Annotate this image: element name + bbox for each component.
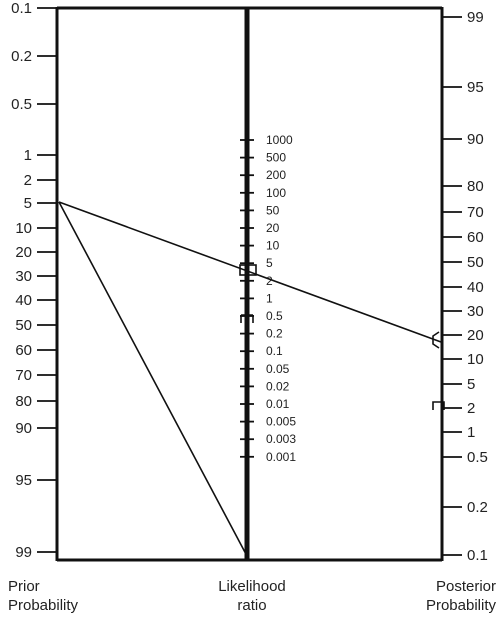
prior-tick-label: 2	[24, 172, 32, 189]
posterior-probability-title: Posterior Probability	[392, 577, 496, 615]
likelihood-tick-label: 0.5	[266, 309, 283, 323]
posterior-scale: 99 95 90 80 70 60 50 40 30 20 10 5 2 1 0.5 0.2 0.1	[442, 9, 488, 564]
likelihood-tick-label: 100	[266, 186, 286, 200]
prior-tick-label: 80	[15, 393, 32, 410]
marker-square-lr-5	[239, 264, 257, 276]
likelihood-tick-label: 1	[266, 291, 273, 305]
posterior-tick-label: 2	[467, 400, 475, 417]
posterior-tick-label: 99	[467, 9, 484, 26]
prior-tick-label: 0.1	[11, 0, 32, 17]
prior-tick-label: 70	[15, 367, 32, 384]
posterior-tick-label: 60	[467, 229, 484, 246]
prior-title-line2: Probability	[8, 597, 79, 614]
posterior-tick-label: 90	[467, 131, 484, 148]
likelihood-tick-label: 0.01	[266, 397, 290, 411]
likelihood-tick-label: 20	[266, 221, 280, 235]
prior-tick-label: 20	[15, 244, 32, 261]
posterior-tick-label: 1	[467, 424, 475, 441]
prior-tick-label: 50	[15, 317, 32, 334]
prior-tick-label: 1	[24, 147, 32, 164]
prior-probability-title: Prior Probability	[8, 577, 78, 615]
prior-tick-label: 99	[15, 544, 32, 561]
posterior-tick-label: 20	[467, 327, 484, 344]
posterior-tick-label: 10	[467, 351, 484, 368]
prior-tick-label: 5	[24, 195, 32, 212]
prior-tick-label: 95	[15, 472, 32, 489]
line-to-lr-base	[58, 201, 248, 557]
prior-tick-label: 40	[15, 292, 32, 309]
prior-title-line1: Prior	[8, 578, 40, 595]
likelihood-scale: 1000 500 200 100 50 20 10 5 2 1 0.5 0.2 0.1 0.05 0.02 0…	[240, 133, 296, 464]
likelihood-tick-label: 50	[266, 203, 280, 217]
likelihood-tick-label: 0.2	[266, 327, 283, 341]
posterior-tick-label: 0.1	[467, 547, 488, 564]
posterior-tick-label: 0.2	[467, 499, 488, 516]
marker-bracket-post-2	[432, 401, 445, 410]
posterior-title-line1: Posterior	[435, 578, 496, 595]
likelihood-tick-label: 200	[266, 168, 286, 182]
likelihood-tick-label: 0.001	[266, 450, 296, 464]
prior-tick-label: 30	[15, 268, 32, 285]
likelihood-tick-label: 2	[266, 274, 273, 288]
likelihood-tick-label: 0.02	[266, 379, 290, 393]
likelihood-tick-label: 1000	[266, 133, 293, 147]
prior-tick-label: 10	[15, 220, 32, 237]
marker-bracket-lr-0.5	[240, 314, 254, 323]
likelihood-tick-label: 5	[266, 256, 273, 270]
posterior-tick-label: 5	[467, 376, 475, 393]
posterior-tick-label: 30	[467, 303, 484, 320]
prior-scale: 0.1 0.2 0.5 1 2 5 10 20 30 40 50 60 70 80 90 95 99	[11, 0, 57, 561]
likelihood-tick-label: 10	[266, 239, 280, 253]
posterior-tick-label: 95	[467, 79, 484, 96]
marker-bracket-post-20	[432, 331, 440, 349]
prior-tick-label: 0.2	[11, 48, 32, 65]
posterior-tick-label: 70	[467, 204, 484, 221]
likelihood-tick-label: 0.003	[266, 432, 296, 446]
posterior-tick-label: 80	[467, 178, 484, 195]
lr-title-line2: ratio	[237, 597, 267, 614]
prior-tick-label: 0.5	[11, 96, 32, 113]
likelihood-tick-label: 500	[266, 151, 286, 165]
likelihood-tick-label: 0.05	[266, 362, 290, 376]
line-to-posterior	[58, 201, 442, 343]
lr-title-line1: Likelihood	[218, 578, 286, 595]
likelihood-tick-label: 0.1	[266, 344, 283, 358]
posterior-tick-label: 40	[467, 279, 484, 296]
posterior-title-line2: Probability	[425, 597, 496, 614]
likelihood-ratio-title: Likelihood ratio	[200, 577, 304, 615]
posterior-tick-label: 0.5	[467, 449, 488, 466]
likelihood-tick-label: 0.005	[266, 415, 296, 429]
prior-tick-label: 60	[15, 342, 32, 359]
prior-tick-label: 90	[15, 420, 32, 437]
posterior-tick-label: 50	[467, 254, 484, 271]
